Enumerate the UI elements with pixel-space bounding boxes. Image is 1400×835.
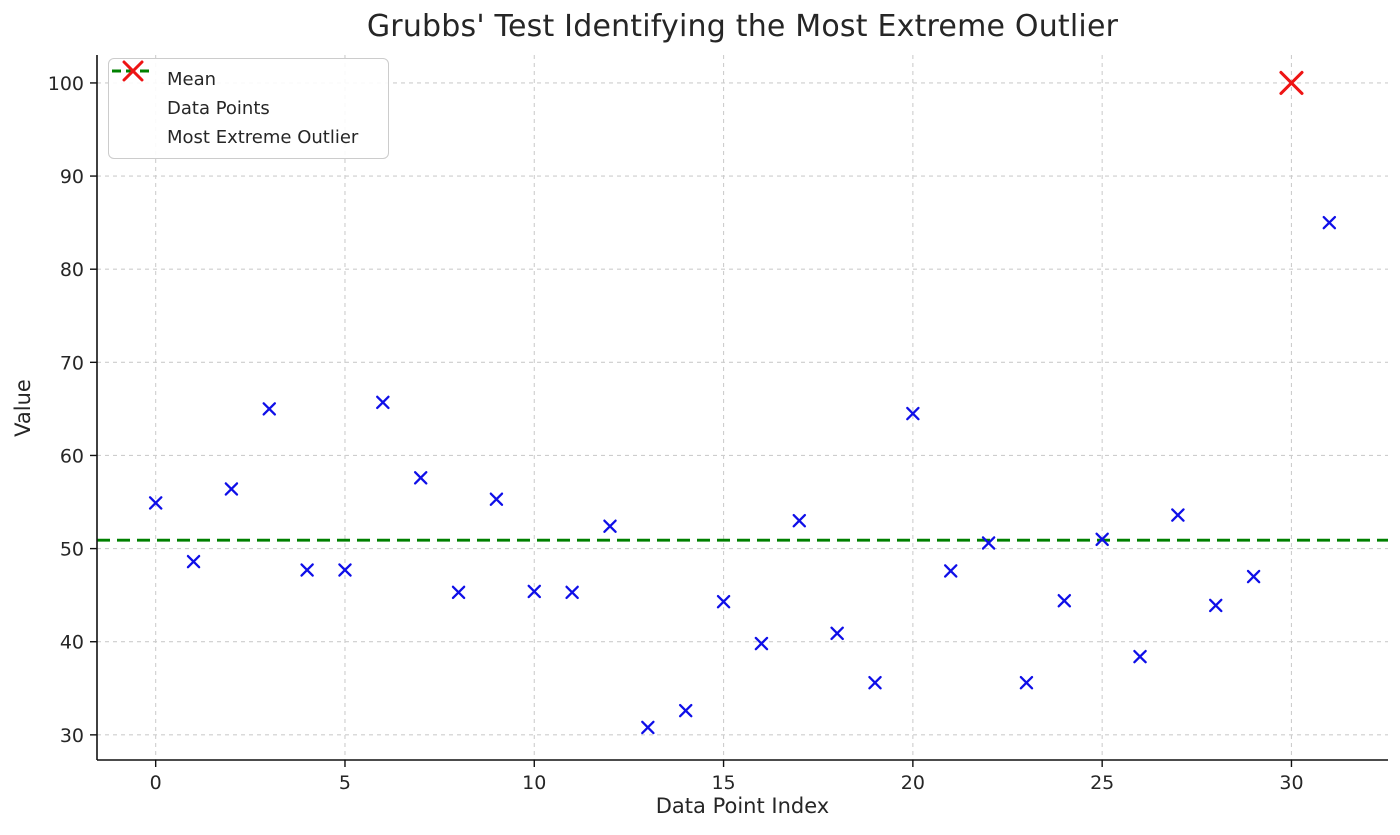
data-point-marker bbox=[1322, 215, 1337, 230]
data-point-marker bbox=[678, 703, 693, 718]
data-point-marker bbox=[338, 563, 352, 577]
y-axis-label: Value bbox=[11, 379, 35, 437]
legend-item-label: Mean bbox=[167, 69, 217, 90]
y-tick-label: 70 bbox=[60, 352, 84, 374]
data-point-marker bbox=[224, 482, 239, 496]
data-point-marker bbox=[1057, 593, 1072, 608]
data-point-marker bbox=[641, 720, 655, 735]
x-tick-label: 10 bbox=[522, 772, 546, 794]
x-tick-label: 20 bbox=[901, 772, 925, 794]
data-point-marker bbox=[376, 395, 390, 410]
data-point-marker bbox=[186, 554, 201, 569]
legend-item: Data Points bbox=[115, 64, 378, 122]
y-tick-label: 60 bbox=[60, 445, 84, 467]
data-point-marker bbox=[906, 406, 920, 421]
data-point-marker bbox=[489, 492, 504, 506]
y-tick-label: 30 bbox=[60, 725, 84, 747]
data-point-marker bbox=[1133, 649, 1147, 664]
data-point-marker bbox=[1246, 569, 1261, 584]
y-tick-label: 80 bbox=[60, 259, 84, 281]
data-point-marker bbox=[565, 585, 579, 600]
data-point-marker bbox=[1019, 675, 1034, 690]
data-point-marker bbox=[148, 496, 163, 510]
data-point-marker bbox=[262, 402, 277, 416]
x-tick-label: 0 bbox=[150, 772, 162, 794]
data-point-marker bbox=[754, 636, 769, 651]
data-point-marker bbox=[603, 519, 617, 533]
data-point-marker bbox=[1171, 508, 1185, 522]
data-point-marker bbox=[981, 536, 996, 550]
data-point-marker bbox=[300, 563, 314, 577]
x-tick-label: 5 bbox=[339, 772, 351, 794]
legend-item-label: Most Extreme Outlier bbox=[167, 127, 359, 148]
data-point-marker bbox=[716, 594, 731, 609]
x-axis-label: Data Point Index bbox=[655, 794, 830, 818]
x-tick-label: 25 bbox=[1090, 772, 1114, 794]
data-point-marker bbox=[943, 564, 958, 578]
legend-item: Most Extreme Outlier bbox=[115, 60, 378, 151]
data-point-marker bbox=[1095, 532, 1109, 547]
outlier-marker bbox=[1279, 70, 1304, 95]
data-point-marker bbox=[413, 471, 428, 485]
legend-item-label: Data Points bbox=[167, 98, 270, 119]
data-point-marker bbox=[527, 584, 542, 599]
data-point-marker bbox=[451, 585, 466, 600]
x-tick-label: 30 bbox=[1279, 772, 1303, 794]
y-tick-label: 40 bbox=[60, 632, 84, 654]
x-tick-label: 15 bbox=[711, 772, 735, 794]
chart-title: Grubbs' Test Identifying the Most Extrem… bbox=[366, 9, 1119, 44]
data-point-marker bbox=[1208, 598, 1223, 613]
y-tick-label: 100 bbox=[48, 73, 84, 95]
y-tick-label: 50 bbox=[60, 539, 84, 561]
data-point-marker bbox=[868, 675, 882, 690]
data-point-marker bbox=[830, 626, 844, 641]
y-tick-label: 90 bbox=[60, 166, 84, 188]
data-point-marker bbox=[792, 513, 807, 528]
legend: Mean Data Points Most Extreme Outlier bbox=[108, 58, 389, 159]
